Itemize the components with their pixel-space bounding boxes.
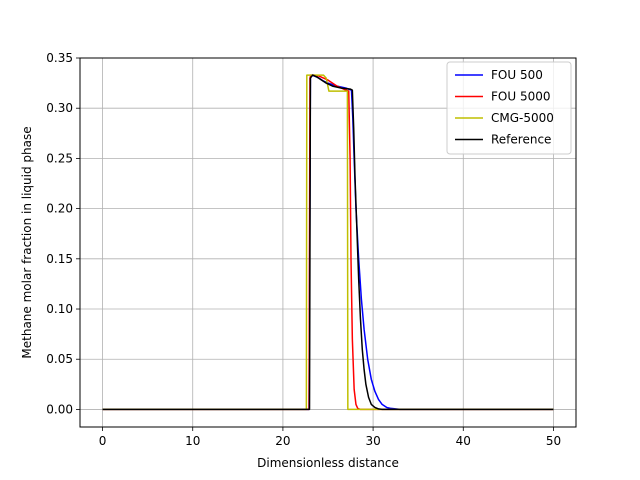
series-line-3 <box>102 74 554 411</box>
legend-label: Reference <box>491 133 551 147</box>
y-tick-label: 0.35 <box>46 51 73 65</box>
y-tick-label: 0.20 <box>46 202 73 216</box>
x-tick-label: 20 <box>275 434 290 448</box>
x-axis-label: Dimensionless distance <box>257 456 399 470</box>
x-tick-label: 0 <box>99 434 107 448</box>
legend-label: CMG-5000 <box>491 111 554 125</box>
legend-label: FOU 5000 <box>491 90 550 104</box>
y-tick-label: 0.10 <box>46 302 73 316</box>
legend-label: FOU 500 <box>491 68 543 82</box>
plot-frame <box>79 57 577 428</box>
y-axis-label: Methane molar fraction in liquid phase <box>20 126 34 358</box>
axis-ticks: 0 10 20 30 40 50 0.00 0.05 0.10 0.15 0.20 0.25 0.30 0… <box>46 51 561 448</box>
legend: FOU 500 FOU 5000 CMG-5000 Reference <box>446 61 572 155</box>
legend-box <box>446 61 572 155</box>
y-tick-label: 0.25 <box>46 151 73 165</box>
x-tick-label: 30 <box>365 434 380 448</box>
y-tick-label: 0.30 <box>46 101 73 115</box>
y-tick-label: 0.05 <box>46 352 73 366</box>
series-line-2 <box>102 74 554 411</box>
x-tick-label: 50 <box>546 434 561 448</box>
x-tick-label: 10 <box>185 434 200 448</box>
x-tick-label: 40 <box>456 434 471 448</box>
series-lines <box>102 74 554 411</box>
y-tick-label: 0.00 <box>46 402 73 416</box>
y-tick-label: 0.15 <box>46 252 73 266</box>
